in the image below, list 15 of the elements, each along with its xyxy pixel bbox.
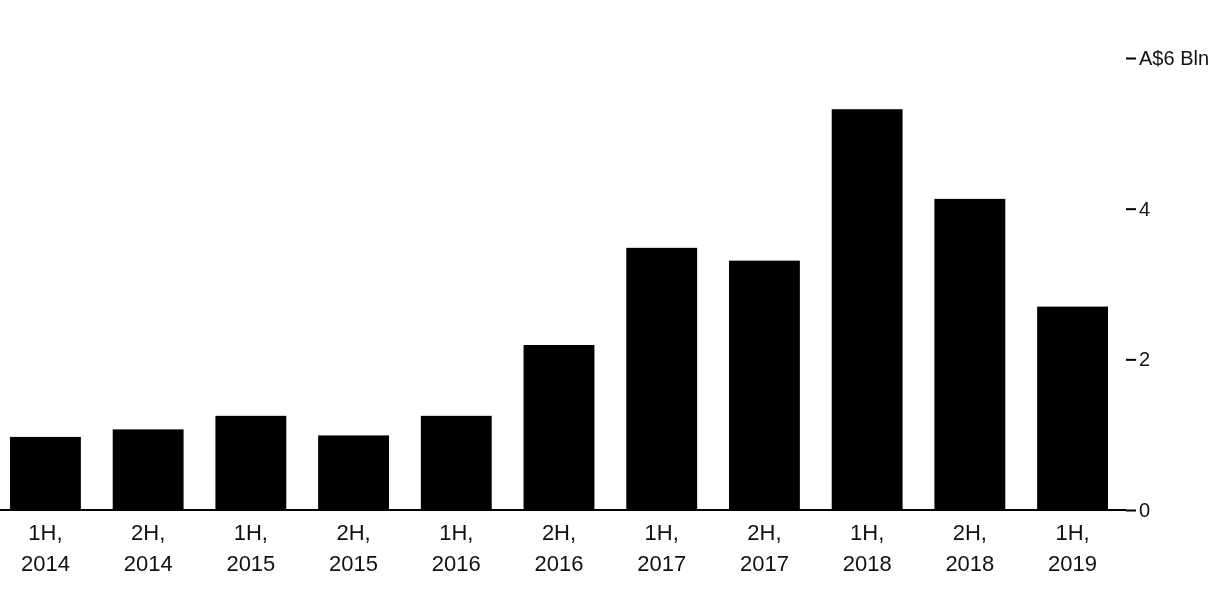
x-tick-label: 1H, 2015 [226, 520, 276, 576]
x-tick-label: 2H, 2015 [329, 520, 379, 576]
y-tick-label: 2 [1139, 348, 1151, 371]
y-tick-label: A$6 Bln [1139, 46, 1210, 69]
x-tick-label: 2H, 2014 [123, 520, 173, 576]
y-tick-label: 4 [1139, 197, 1151, 220]
x-tick-label: 1H, 2017 [637, 520, 687, 576]
x-tick-label: 2H, 2016 [534, 520, 584, 576]
y-tick-label: 0 [1139, 498, 1151, 521]
x-tick-label: 2H, 2017 [739, 520, 789, 576]
x-tick-label: 1H, 2019 [1048, 520, 1098, 576]
x-tick-label: 2H, 2018 [945, 520, 995, 576]
x-tick-label: 1H, 2014 [20, 520, 70, 576]
x-tick-label: 1H, 2016 [431, 520, 481, 576]
x-tick-label: 1H, 2018 [842, 520, 892, 576]
